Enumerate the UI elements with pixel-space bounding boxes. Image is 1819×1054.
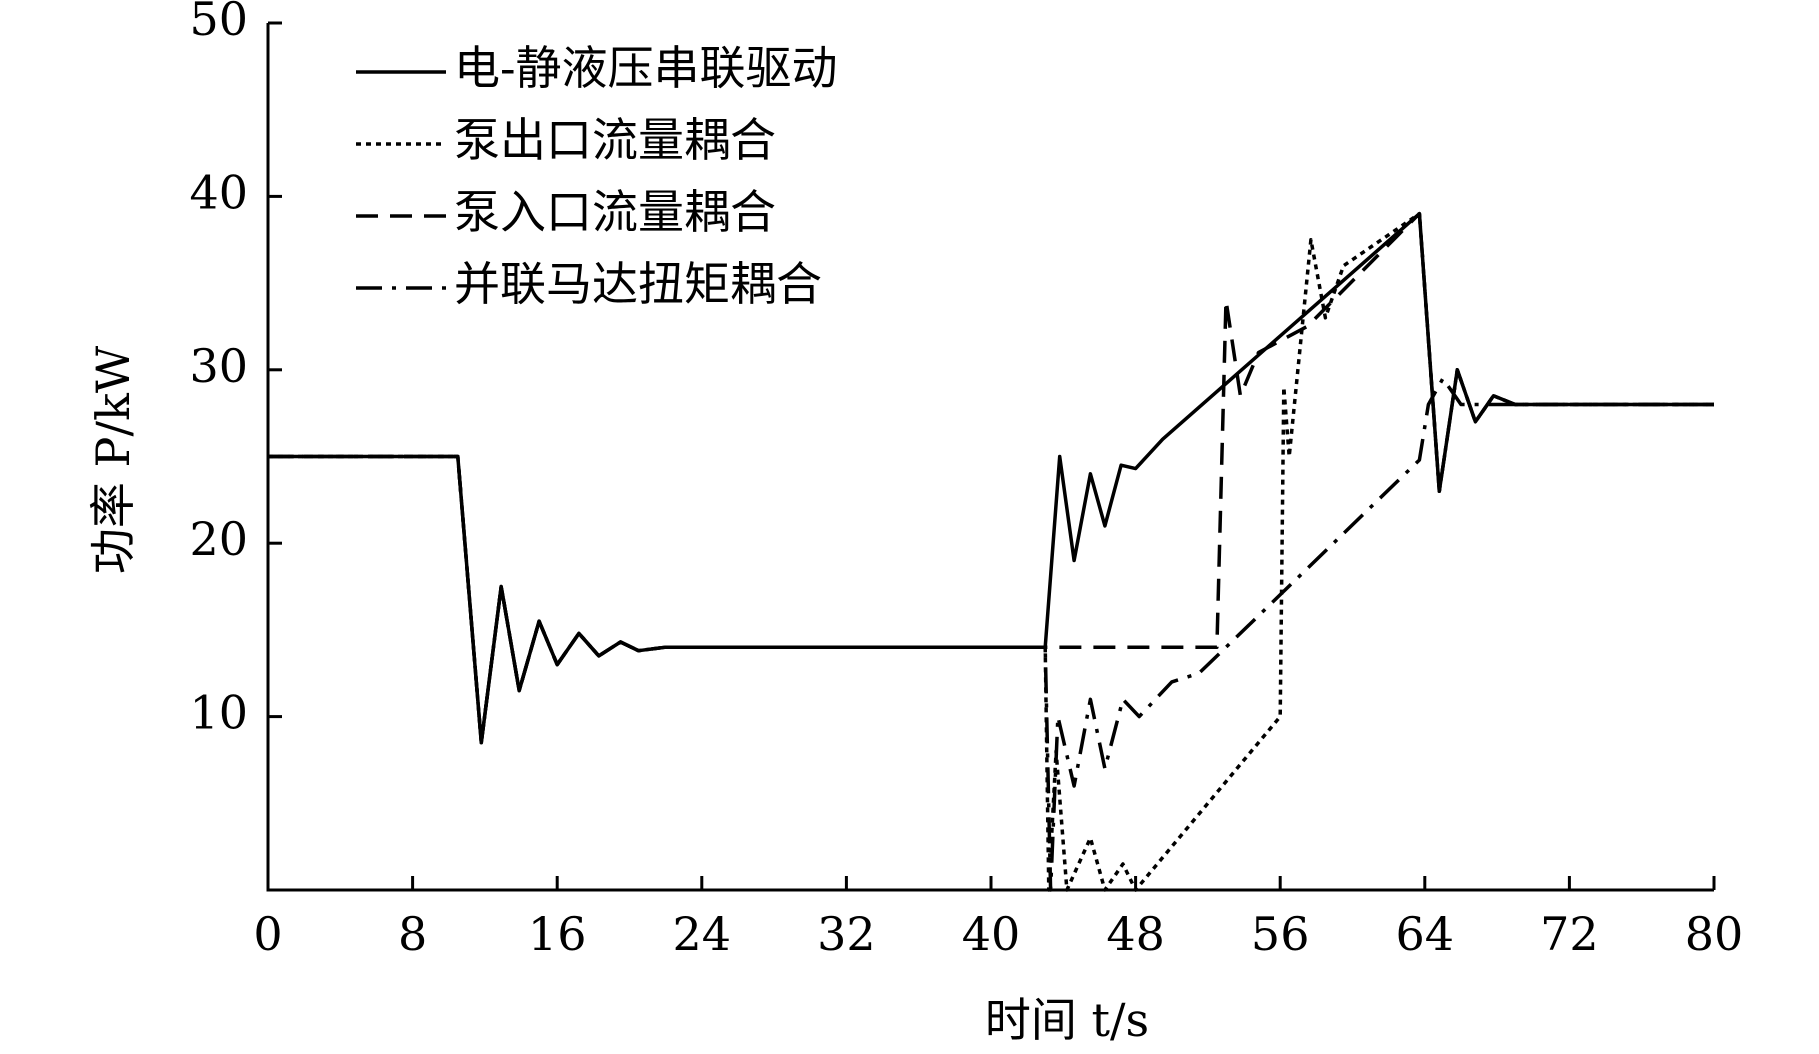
x-tick-label: 32 <box>817 907 876 961</box>
series-line <box>268 211 1714 892</box>
y-tick-label: 30 <box>189 339 248 393</box>
x-tick-label: 56 <box>1251 907 1310 961</box>
x-tick-label: 16 <box>528 907 587 961</box>
legend-label: 并联马达扭矩耦合 <box>454 257 822 311</box>
x-tick-label: 72 <box>1540 907 1599 961</box>
legend-label: 电-静液压串联驱动 <box>454 41 838 95</box>
x-tick-label: 80 <box>1685 907 1744 961</box>
y-tick-label: 50 <box>189 0 248 46</box>
x-tick-label: 40 <box>962 907 1021 961</box>
legend-label: 泵出口流量耦合 <box>454 113 776 167</box>
x-tick-label: 8 <box>398 907 427 961</box>
x-tick-label: 0 <box>253 907 282 961</box>
x-tick-label: 48 <box>1106 907 1165 961</box>
series-line <box>268 211 1714 745</box>
x-tick-label: 64 <box>1396 907 1455 961</box>
y-tick-label: 10 <box>189 686 248 740</box>
x-tick-label: 24 <box>673 907 732 961</box>
y-tick-label: 40 <box>189 165 248 219</box>
y-axis-label: 功率 P/kW <box>86 345 140 574</box>
series-line <box>268 376 1714 892</box>
x-axis-label: 时间 t/s <box>985 993 1149 1047</box>
legend-label: 泵入口流量耦合 <box>454 185 776 239</box>
y-tick-label: 20 <box>189 512 248 566</box>
